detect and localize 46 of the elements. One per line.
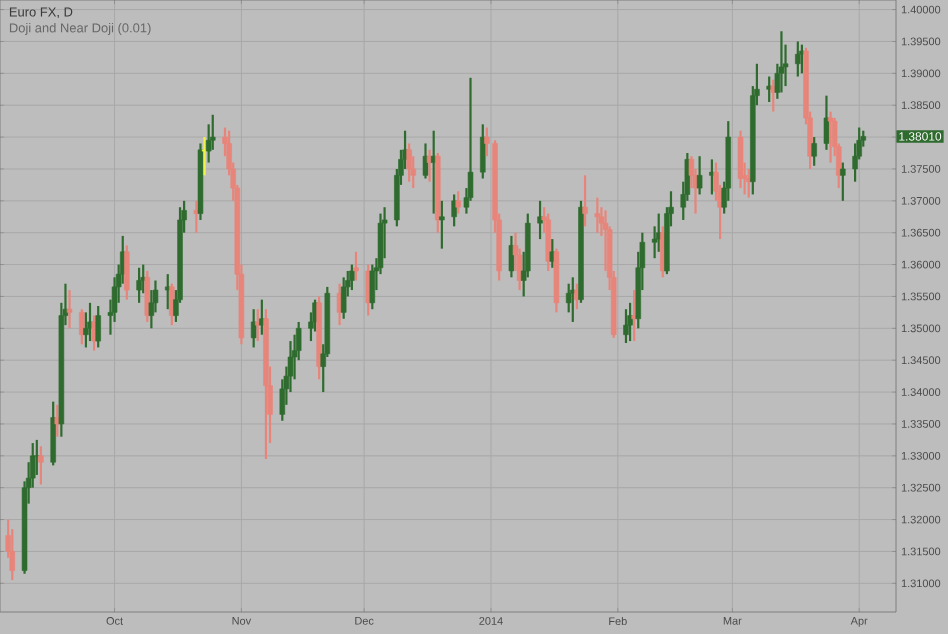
candlestick [148,288,155,330]
candlestick [250,308,257,349]
candlestick [201,135,208,177]
candlestick [353,250,359,282]
candlestick [439,199,445,250]
candlestick [66,288,73,330]
candlestick [480,123,486,180]
candlestick [582,174,588,228]
candlestick [696,155,703,196]
candlestick [369,263,376,311]
candlestick [169,282,175,327]
candlestick [455,190,461,215]
candlestick [799,43,805,75]
candlestick [795,40,801,78]
candlestick [38,445,44,486]
candlestick [349,263,355,292]
candlestick [164,273,171,311]
candlestick [83,311,89,349]
candlestick [205,123,212,164]
candlestick [508,234,515,279]
candlestick [627,301,633,343]
candlestick [811,135,817,167]
candlestick [144,269,151,324]
candlestick [336,282,343,327]
candlestick [426,148,433,183]
candlestick [50,400,56,467]
candlestick [95,304,101,349]
candlestick [766,75,772,104]
candlestick [778,30,785,94]
candlestick [124,244,130,301]
candlestick [9,528,16,582]
candlestick [565,282,572,314]
candlestick [545,212,551,273]
candlestick [623,308,629,345]
candlestick [255,308,261,343]
candlestick [537,199,543,241]
candlestick [406,142,412,183]
candlestick [840,161,846,202]
candlestick [709,158,715,196]
candlestick [422,142,429,180]
candlestick [823,94,830,151]
candlestick [136,266,142,304]
candlestick [451,193,457,228]
candlestick [79,308,85,346]
candlestick [737,129,744,190]
candlestick [340,276,347,320]
